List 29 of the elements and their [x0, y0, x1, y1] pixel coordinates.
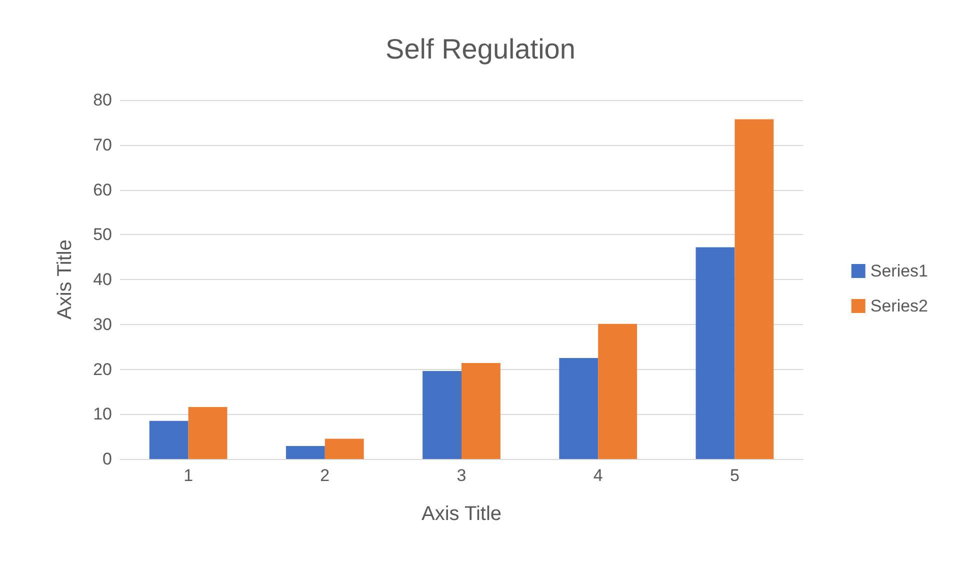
- y-tick-label: 10: [93, 404, 112, 424]
- chart-title: Self Regulation: [386, 34, 576, 64]
- x-tick-label: 1: [184, 466, 194, 485]
- bar: [696, 247, 735, 459]
- bar: [149, 420, 188, 459]
- bar: [422, 371, 462, 459]
- y-tick-label: 80: [93, 90, 112, 110]
- y-tick-label: 20: [93, 360, 112, 379]
- bar: [188, 406, 228, 459]
- y-tick-label: 50: [93, 225, 112, 244]
- x-tick-label: 4: [593, 466, 603, 485]
- y-tick-label: 40: [93, 270, 112, 289]
- legend-label: Series2: [870, 296, 928, 316]
- bar: [734, 119, 774, 459]
- bar: [598, 324, 638, 459]
- y-axis-title: Axis Title: [54, 239, 76, 320]
- x-axis-title: Axis Title: [421, 503, 502, 525]
- y-tick-label: 0: [102, 450, 112, 468]
- y-tick-label: 60: [93, 180, 112, 200]
- bar: [286, 446, 325, 459]
- x-tick-label: 5: [730, 466, 740, 485]
- bar: [462, 362, 500, 459]
- x-tick-label: 3: [456, 466, 466, 485]
- legend-label: Series1: [870, 262, 928, 280]
- y-tick-label: 70: [93, 135, 112, 154]
- bar: [559, 358, 598, 459]
- bar: [324, 438, 364, 459]
- y-tick-label: 30: [93, 314, 112, 334]
- x-tick-label: 2: [320, 466, 330, 485]
